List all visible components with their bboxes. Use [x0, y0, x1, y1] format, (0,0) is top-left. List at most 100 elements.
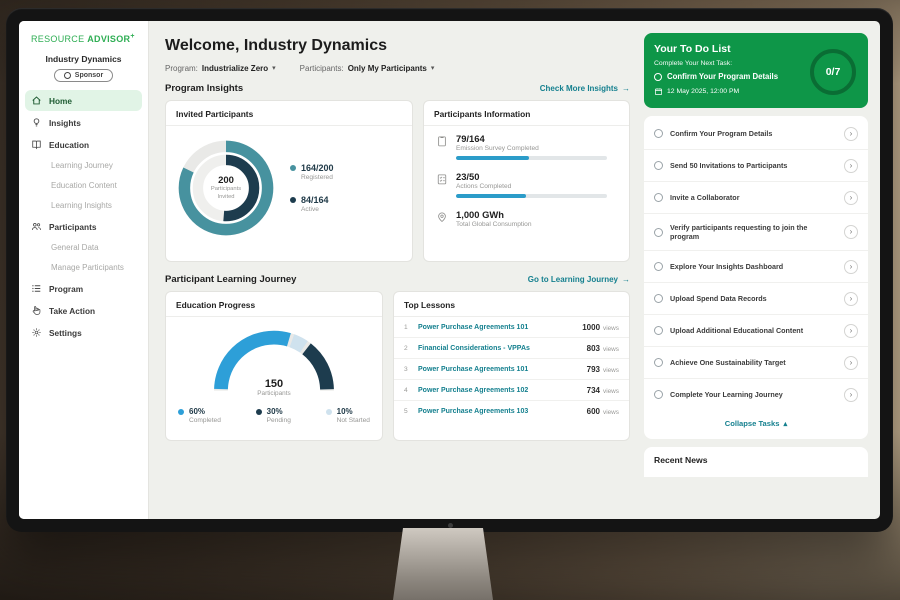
app-logo: RESOURCE ADVISOR+ [31, 33, 135, 44]
chevron-right-icon[interactable]: › [844, 291, 858, 306]
chevron-right-icon[interactable]: › [844, 126, 858, 141]
gauge-center-value: 150 [264, 378, 284, 390]
todo-tasks-card: Confirm Your Program Details › Send 50 I… [644, 116, 868, 440]
sidebar-item-learning-insights[interactable]: Learning Insights [51, 201, 112, 210]
sidebar-item-general-data[interactable]: General Data [51, 243, 99, 252]
chevron-right-icon[interactable]: › [844, 355, 858, 370]
lesson-link[interactable]: Financial Considerations - VPPAs [418, 344, 530, 352]
task-row[interactable]: Explore Your Insights Dashboard › [644, 251, 868, 284]
lesson-row: 1 Power Purchase Agreements 101 1000 view… [394, 317, 629, 338]
legend-item-completed: 60% Completed [178, 407, 221, 424]
card-title: Participants Information [424, 101, 629, 126]
gauge-legend: 60% Completed 30% Pending [166, 397, 382, 424]
task-checkbox[interactable] [654, 390, 663, 400]
collapse-tasks-button[interactable]: Collapse Tasks ▴ [724, 419, 788, 429]
hand-icon [31, 305, 42, 316]
task-row[interactable]: Send 50 Invitations to Participants › [644, 150, 868, 182]
task-checkbox[interactable] [654, 129, 663, 138]
chevron-right-icon[interactable]: › [844, 387, 858, 402]
sidebar-item-participants[interactable]: Participants [25, 216, 142, 237]
section-title-learning-journey: Participant Learning Journey [165, 274, 297, 285]
participants-filter-dropdown[interactable]: Participants: Only My Participants ▾ [299, 64, 435, 73]
task-row[interactable]: Confirm Your Program Details › [644, 118, 868, 150]
gauge-center-label: Participants [257, 390, 291, 397]
lightbulb-icon [31, 117, 42, 128]
sidebar-item-education[interactable]: Education [25, 134, 142, 155]
card-title: Invited Participants [166, 101, 412, 126]
dashboard-screen: RESOURCE ADVISOR+ Industry Dynamics Spon… [19, 21, 880, 519]
task-checkbox[interactable] [654, 262, 663, 272]
lesson-link[interactable]: Power Purchase Agreements 101 [418, 365, 529, 373]
teal-dot-icon [290, 165, 296, 171]
chevron-down-icon: ▾ [272, 65, 276, 72]
task-checkbox[interactable] [654, 326, 663, 336]
lesson-link[interactable]: Power Purchase Agreements 103 [418, 407, 529, 415]
section-title-program-insights: Program Insights [165, 83, 244, 94]
chevron-right-icon[interactable]: › [844, 190, 858, 205]
task-checkbox[interactable] [654, 72, 662, 81]
sidebar-item-settings[interactable]: Settings [25, 322, 142, 343]
arrow-right-icon: → [622, 275, 630, 284]
lesson-row: 5 Power Purchase Agreements 103 600 views [404, 406, 619, 416]
chevron-right-icon[interactable]: › [844, 158, 858, 173]
todo-progress-ring: 0/7 [810, 49, 856, 95]
sidebar-item-take-action[interactable]: Take Action [25, 300, 142, 321]
next-task[interactable]: Confirm Your Program Details [654, 72, 804, 81]
people-icon [31, 221, 42, 232]
sidebar-nav: Home Insights Education Learning Journey… [19, 90, 148, 343]
task-checkbox[interactable] [654, 161, 663, 170]
task-checkbox[interactable] [654, 294, 663, 304]
recent-news-title: Recent News [654, 455, 708, 466]
task-row[interactable]: Verify participants requesting to join t… [644, 214, 868, 252]
donut-legend: 164/200 Registered 84/164 Active [290, 163, 334, 213]
checklist-icon [436, 173, 448, 185]
organization-name: Industry Dynamics [45, 54, 122, 64]
sidebar-item-home[interactable]: Home [25, 90, 142, 111]
legend-item-registered: 164/200 Registered [290, 163, 334, 181]
chevron-right-icon[interactable]: › [844, 259, 858, 274]
home-icon [31, 95, 42, 106]
sidebar-item-program[interactable]: Program [25, 278, 142, 299]
book-icon [31, 139, 42, 150]
education-progress-card: Education Progress 150 Participants [165, 291, 383, 441]
monitor-bezel: RESOURCE ADVISOR+ Industry Dynamics Spon… [6, 8, 893, 532]
stat-actions-completed: 23/50 Actions Completed [424, 164, 629, 202]
task-checkbox[interactable] [654, 358, 663, 368]
card-title: Education Progress [166, 292, 382, 317]
emission-survey-progress-bar [456, 156, 608, 160]
education-progress-gauge-chart [214, 330, 334, 391]
lesson-link[interactable]: Power Purchase Agreements 102 [418, 386, 529, 394]
task-row[interactable]: Invite a Collaborator › [644, 182, 868, 214]
pin-icon [436, 211, 448, 223]
sponsor-badge[interactable]: Sponsor [53, 69, 114, 82]
lesson-link[interactable]: Power Purchase Agreements 101 [418, 323, 529, 331]
sidebar-item-education-content[interactable]: Education Content [51, 181, 117, 190]
task-row[interactable]: Achieve One Sustainability Target › [644, 347, 868, 380]
task-checkbox[interactable] [654, 193, 663, 202]
task-row[interactable]: Complete Your Learning Journey › [644, 379, 868, 410]
task-row[interactable]: Upload Spend Data Records › [644, 283, 868, 316]
sidebar-item-learning-journey[interactable]: Learning Journey [51, 161, 113, 170]
task-checkbox[interactable] [654, 227, 663, 237]
chevron-right-icon[interactable]: › [844, 225, 858, 240]
clipboard-icon [436, 135, 448, 147]
pale-dot-icon [325, 409, 332, 415]
program-filter-dropdown[interactable]: Program: Industrialize Zero ▾ [165, 64, 276, 73]
filter-bar: Program: Industrialize Zero ▾ Participan… [165, 64, 630, 73]
sidebar: RESOURCE ADVISOR+ Industry Dynamics Spon… [19, 21, 149, 519]
calendar-icon [654, 87, 663, 96]
task-row[interactable]: Upload Additional Educational Content › [644, 315, 868, 348]
chevron-up-icon: ▴ [783, 419, 788, 429]
monitor-brand-logo [447, 523, 453, 528]
sidebar-item-insights[interactable]: Insights [25, 112, 142, 133]
sidebar-item-manage-participants[interactable]: Manage Participants [51, 263, 124, 272]
monitor-stand [393, 528, 493, 600]
todo-summary-card: Your To Do List Complete Your Next Task:… [644, 33, 868, 108]
legend-item-active: 84/164 Active [290, 195, 334, 213]
stat-emission-survey: 79/164 Emission Survey Completed [424, 126, 629, 164]
go-to-learning-journey-link[interactable]: Go to Learning Journey → [527, 275, 630, 284]
legend-item-not-started: 10% Not Started [325, 407, 370, 424]
page-title: Welcome, Industry Dynamics [165, 37, 387, 54]
check-more-insights-link[interactable]: Check More Insights → [539, 84, 630, 93]
chevron-right-icon[interactable]: › [844, 323, 858, 338]
